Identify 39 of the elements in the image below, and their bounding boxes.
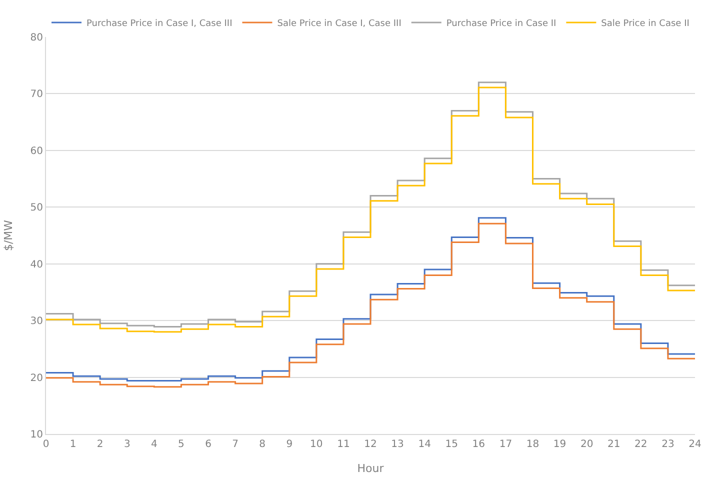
x-tick-label: 18 — [526, 439, 540, 450]
x-tick-label: 19 — [553, 439, 566, 450]
x-tick-label: 1 — [70, 439, 76, 450]
x-tick-label: 14 — [418, 439, 431, 450]
y-tick-label: 50 — [30, 202, 43, 214]
y-tick-label: 20 — [30, 372, 43, 384]
y-tick-label: 10 — [30, 430, 43, 440]
x-tick-label: 20 — [580, 439, 594, 450]
legend-label: Purchase Price in Case I, Case III — [86, 19, 232, 30]
x-tick-label: 7 — [232, 439, 238, 450]
x-tick-label: 22 — [634, 439, 648, 450]
x-tick-label: 21 — [608, 439, 620, 450]
y-tick-label: 30 — [30, 316, 43, 328]
legend-label: Purchase Price in Case II — [446, 19, 556, 30]
x-tick-label: 9 — [286, 439, 293, 450]
x-axis-title: Hour — [357, 462, 384, 476]
x-tick-label: 17 — [499, 439, 512, 450]
x-tick-label: 2 — [96, 439, 104, 450]
x-tick-label: 5 — [178, 439, 184, 450]
x-tick-label: 16 — [472, 439, 486, 450]
y-tick-label: 70 — [30, 89, 43, 100]
x-tick-label: 13 — [391, 439, 404, 450]
x-tick-label: 23 — [662, 439, 674, 450]
y-axis-title: $/MW — [2, 220, 15, 252]
x-tick-label: 6 — [205, 439, 212, 450]
x-tick-label: 8 — [259, 439, 266, 450]
y-tick-label: 40 — [30, 259, 43, 270]
legend-label: Sale Price in Case II — [601, 19, 690, 30]
x-tick-label: 10 — [310, 439, 323, 450]
x-tick-label: 0 — [42, 439, 50, 450]
y-tick-label: 60 — [30, 146, 43, 157]
x-tick-label: 3 — [124, 439, 130, 450]
x-tick-label: 15 — [445, 439, 458, 450]
x-tick-label: 12 — [364, 439, 377, 450]
x-tick-label: 4 — [150, 439, 158, 450]
x-tick-label: 11 — [337, 439, 350, 450]
x-tick-label: 24 — [688, 439, 702, 450]
legend-label: Sale Price in Case I, Case III — [277, 19, 402, 30]
y-tick-label: 80 — [30, 32, 43, 44]
